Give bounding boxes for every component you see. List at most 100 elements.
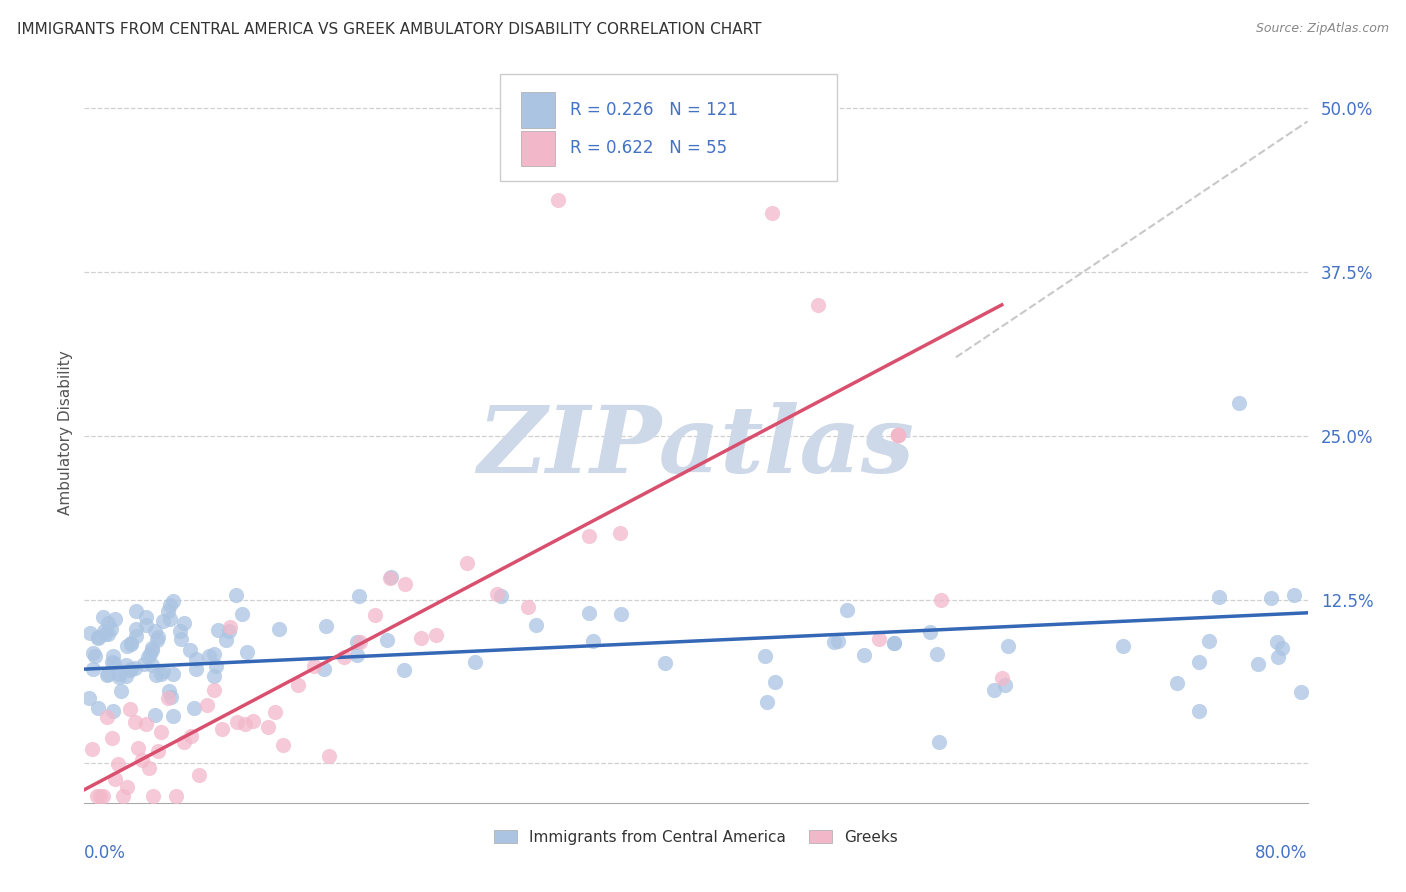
Point bbox=[235, 645, 257, 659]
Point bbox=[115, 780, 138, 795]
Point bbox=[997, 639, 1019, 653]
Point bbox=[152, 664, 174, 678]
Point bbox=[135, 618, 157, 632]
Point bbox=[231, 607, 253, 622]
Point bbox=[162, 709, 184, 723]
Point bbox=[233, 716, 256, 731]
Point bbox=[96, 710, 118, 724]
Point bbox=[82, 661, 104, 675]
Point bbox=[1289, 685, 1312, 699]
Point bbox=[202, 682, 225, 697]
FancyBboxPatch shape bbox=[522, 92, 555, 128]
Point bbox=[218, 620, 240, 634]
Point bbox=[97, 667, 120, 681]
Point bbox=[202, 669, 225, 683]
Point bbox=[77, 690, 100, 705]
Point bbox=[108, 667, 131, 681]
Point bbox=[827, 634, 849, 648]
Point bbox=[100, 622, 122, 636]
Point bbox=[141, 657, 163, 672]
Point bbox=[132, 657, 155, 671]
Point bbox=[125, 629, 148, 643]
Point bbox=[761, 206, 783, 220]
Point bbox=[104, 612, 127, 626]
Point bbox=[150, 666, 173, 681]
Point bbox=[146, 632, 169, 647]
Point bbox=[215, 633, 238, 648]
Point bbox=[79, 625, 101, 640]
Point bbox=[82, 647, 104, 661]
Point bbox=[91, 610, 114, 624]
Point bbox=[125, 622, 148, 636]
Point bbox=[883, 636, 905, 650]
Point bbox=[96, 627, 118, 641]
Point bbox=[135, 610, 157, 624]
Point bbox=[87, 631, 110, 645]
Point bbox=[103, 656, 125, 670]
Point bbox=[1166, 676, 1188, 690]
Point bbox=[807, 298, 830, 312]
Point bbox=[754, 649, 776, 664]
Point bbox=[143, 707, 166, 722]
Point bbox=[486, 587, 509, 601]
Point bbox=[225, 588, 247, 602]
Point bbox=[142, 789, 165, 804]
Point bbox=[146, 630, 169, 644]
FancyBboxPatch shape bbox=[501, 73, 837, 181]
Point bbox=[141, 643, 163, 657]
Point bbox=[162, 666, 184, 681]
Point bbox=[1271, 640, 1294, 655]
Point bbox=[107, 756, 129, 771]
Point bbox=[149, 725, 172, 739]
Text: R = 0.226   N = 121: R = 0.226 N = 121 bbox=[569, 101, 738, 119]
Point bbox=[124, 661, 146, 675]
Point bbox=[184, 652, 207, 666]
Point bbox=[349, 635, 371, 649]
Point bbox=[97, 615, 120, 630]
Point bbox=[173, 615, 195, 630]
Point bbox=[131, 753, 153, 767]
Point bbox=[91, 789, 114, 804]
Point bbox=[114, 657, 136, 672]
Point bbox=[547, 193, 569, 207]
Point bbox=[918, 625, 941, 640]
Point bbox=[120, 662, 142, 676]
Point bbox=[120, 663, 142, 677]
Point bbox=[159, 598, 181, 612]
Point bbox=[578, 529, 600, 543]
Point bbox=[883, 635, 905, 649]
Point bbox=[173, 735, 195, 749]
Point bbox=[143, 624, 166, 638]
Point bbox=[1282, 588, 1305, 602]
Point bbox=[160, 690, 183, 705]
Point bbox=[853, 648, 876, 663]
Point bbox=[994, 678, 1017, 692]
Point bbox=[983, 682, 1005, 697]
Point bbox=[346, 648, 368, 662]
Point bbox=[127, 740, 149, 755]
Point bbox=[170, 632, 193, 647]
Point bbox=[117, 639, 139, 653]
Point bbox=[226, 715, 249, 730]
Point bbox=[1260, 591, 1282, 605]
Point bbox=[157, 683, 180, 698]
Point bbox=[159, 612, 181, 626]
Point bbox=[1198, 634, 1220, 648]
Point bbox=[1208, 591, 1230, 605]
Point bbox=[89, 789, 111, 803]
Text: 0.0%: 0.0% bbox=[84, 844, 127, 862]
Point bbox=[120, 702, 142, 716]
Point bbox=[1090, 105, 1112, 120]
Point bbox=[380, 570, 402, 584]
Point bbox=[991, 671, 1014, 685]
Point bbox=[375, 632, 398, 647]
Point bbox=[264, 705, 287, 719]
Point bbox=[184, 662, 207, 676]
Point bbox=[1227, 396, 1250, 410]
Point bbox=[489, 589, 512, 603]
Point bbox=[101, 704, 124, 718]
Point bbox=[409, 631, 432, 645]
Point bbox=[392, 663, 415, 677]
Point bbox=[524, 618, 547, 632]
Point bbox=[578, 606, 600, 620]
